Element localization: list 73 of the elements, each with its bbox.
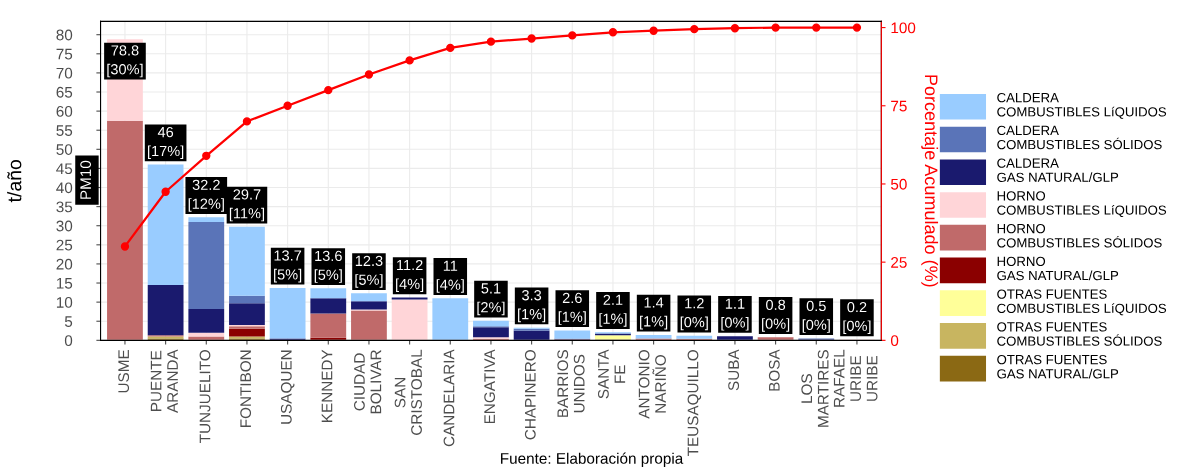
total-label: 11.2 [4%] <box>396 259 424 292</box>
legend-label: CALDERA COMBUSTIBLES LíQUIDOS <box>997 92 1167 119</box>
legend-label: HORNO COMBUSTIBLES SÓLIDOS <box>997 223 1162 248</box>
x-tick-label: SAN CRISTOBAL <box>394 349 422 435</box>
x-tick-label: KENNEDY <box>321 349 333 422</box>
legend-label: HORNO COMBUSTIBLES LíQUIDOS <box>997 191 1167 218</box>
y-tick-label: 60 <box>56 105 73 117</box>
legend-label: OTRAS FUENTES COMBUSTIBLES LíQUIDOS <box>997 289 1167 316</box>
y2-tick-label: 50 <box>890 178 907 190</box>
x-tick-label: FONTIBON <box>240 350 252 428</box>
total-label: 0.5 [0%] <box>802 300 830 333</box>
y-tick-label: 30 <box>56 220 73 232</box>
x-tick-label: CIUDAD BOLIVAR <box>354 350 382 414</box>
total-label: 29.7 [11%] <box>229 189 265 222</box>
x-tick-label: CANDELARIA <box>443 349 455 447</box>
y-tick-label: 75 <box>56 48 73 60</box>
y-tick-label: 45 <box>56 163 73 175</box>
total-label: 2.1 [1%] <box>599 294 627 327</box>
total-label: 5.1 [2%] <box>477 283 505 316</box>
x-tick-label: SANTA FE <box>598 349 626 399</box>
y-tick-label: 50 <box>56 144 73 155</box>
total-label: 32.2 [12%] <box>188 179 224 212</box>
y-tick-label: 80 <box>56 29 73 41</box>
total-label: 1.2 [0%] <box>680 298 708 331</box>
y-tick-label: 15 <box>56 278 73 289</box>
y-tick-label: 55 <box>56 125 73 136</box>
total-label: 13.7 [5%] <box>274 250 302 283</box>
total-label: 3.3 [1%] <box>518 290 546 323</box>
x-tick-label: TUNJUELITO <box>199 350 211 443</box>
total-label: 1.1 [0%] <box>721 298 749 331</box>
y-axis-title: t/año <box>7 160 22 203</box>
y-tick-label: 10 <box>56 297 73 308</box>
x-tick-label: USME <box>118 350 130 393</box>
y2-axis-title: Porcentaje Acumulado (%) <box>921 75 939 287</box>
total-label: 0.8 [0%] <box>762 299 790 332</box>
x-tick-label: TEUSAQUILLO <box>687 350 702 456</box>
y-tick-label: 40 <box>56 182 73 194</box>
x-tick-label: PUENTE ARANDA <box>150 349 178 413</box>
total-label: 1.4 [1%] <box>640 297 668 330</box>
y-tick-label: 65 <box>56 86 73 98</box>
x-tick-label: BOSA <box>768 349 780 391</box>
x-tick-label: USAQUEN <box>280 350 295 424</box>
legend-label: CALDERA GAS NATURAL/GLP <box>997 158 1119 182</box>
y2-tick-label: 75 <box>891 100 907 112</box>
source-note: Fuente: Elaboración propia <box>501 452 684 467</box>
legend-label: OTRAS FUENTES COMBUSTIBLES SÓLIDOS <box>997 322 1162 346</box>
y2-tick-label: 100 <box>891 22 916 34</box>
total-label: 0.2 [0%] <box>843 301 871 335</box>
y-tick-label: 25 <box>56 239 73 251</box>
total-label: 2.6 [1%] <box>558 292 586 325</box>
y-tick-label: 5 <box>64 316 73 327</box>
x-tick-label: BARRIOS UNIDOS <box>557 350 585 417</box>
total-label: 46 [17%] <box>148 126 184 160</box>
legend-label: OTRAS FUENTES GAS NATURAL/GLP <box>997 354 1119 379</box>
y2-tick-label: 0 <box>890 335 899 347</box>
x-tick-label: CHAPINERO <box>524 350 536 440</box>
x-tick-label: ANTONIO NARIÑO <box>638 350 666 419</box>
legend-label: CALDERA COMBUSTIBLES SÓLIDOS <box>997 125 1162 150</box>
y-tick-label: 0 <box>64 335 73 347</box>
total-label: 78.8 [30%] <box>107 45 143 78</box>
total-label: 11 [4%] <box>436 260 464 293</box>
x-tick-label: RAFAEL URIBE URIBE <box>833 349 878 407</box>
x-tick-label: LOS MARTIRES <box>801 350 829 427</box>
total-label: 13.6 [5%] <box>314 250 342 283</box>
y-tick-label: 20 <box>56 258 73 270</box>
text: PM10 <box>80 160 92 199</box>
total-label: 12.3 [5%] <box>355 255 383 288</box>
y2-tick-label: 25 <box>891 257 907 268</box>
y-tick-label: 70 <box>56 67 73 79</box>
x-tick-label: SUBA <box>728 349 740 391</box>
legend-label: HORNO GAS NATURAL/GLP <box>997 256 1119 281</box>
x-tick-label: ENGATIVA <box>484 349 496 424</box>
y-tick-label: 35 <box>56 201 73 213</box>
